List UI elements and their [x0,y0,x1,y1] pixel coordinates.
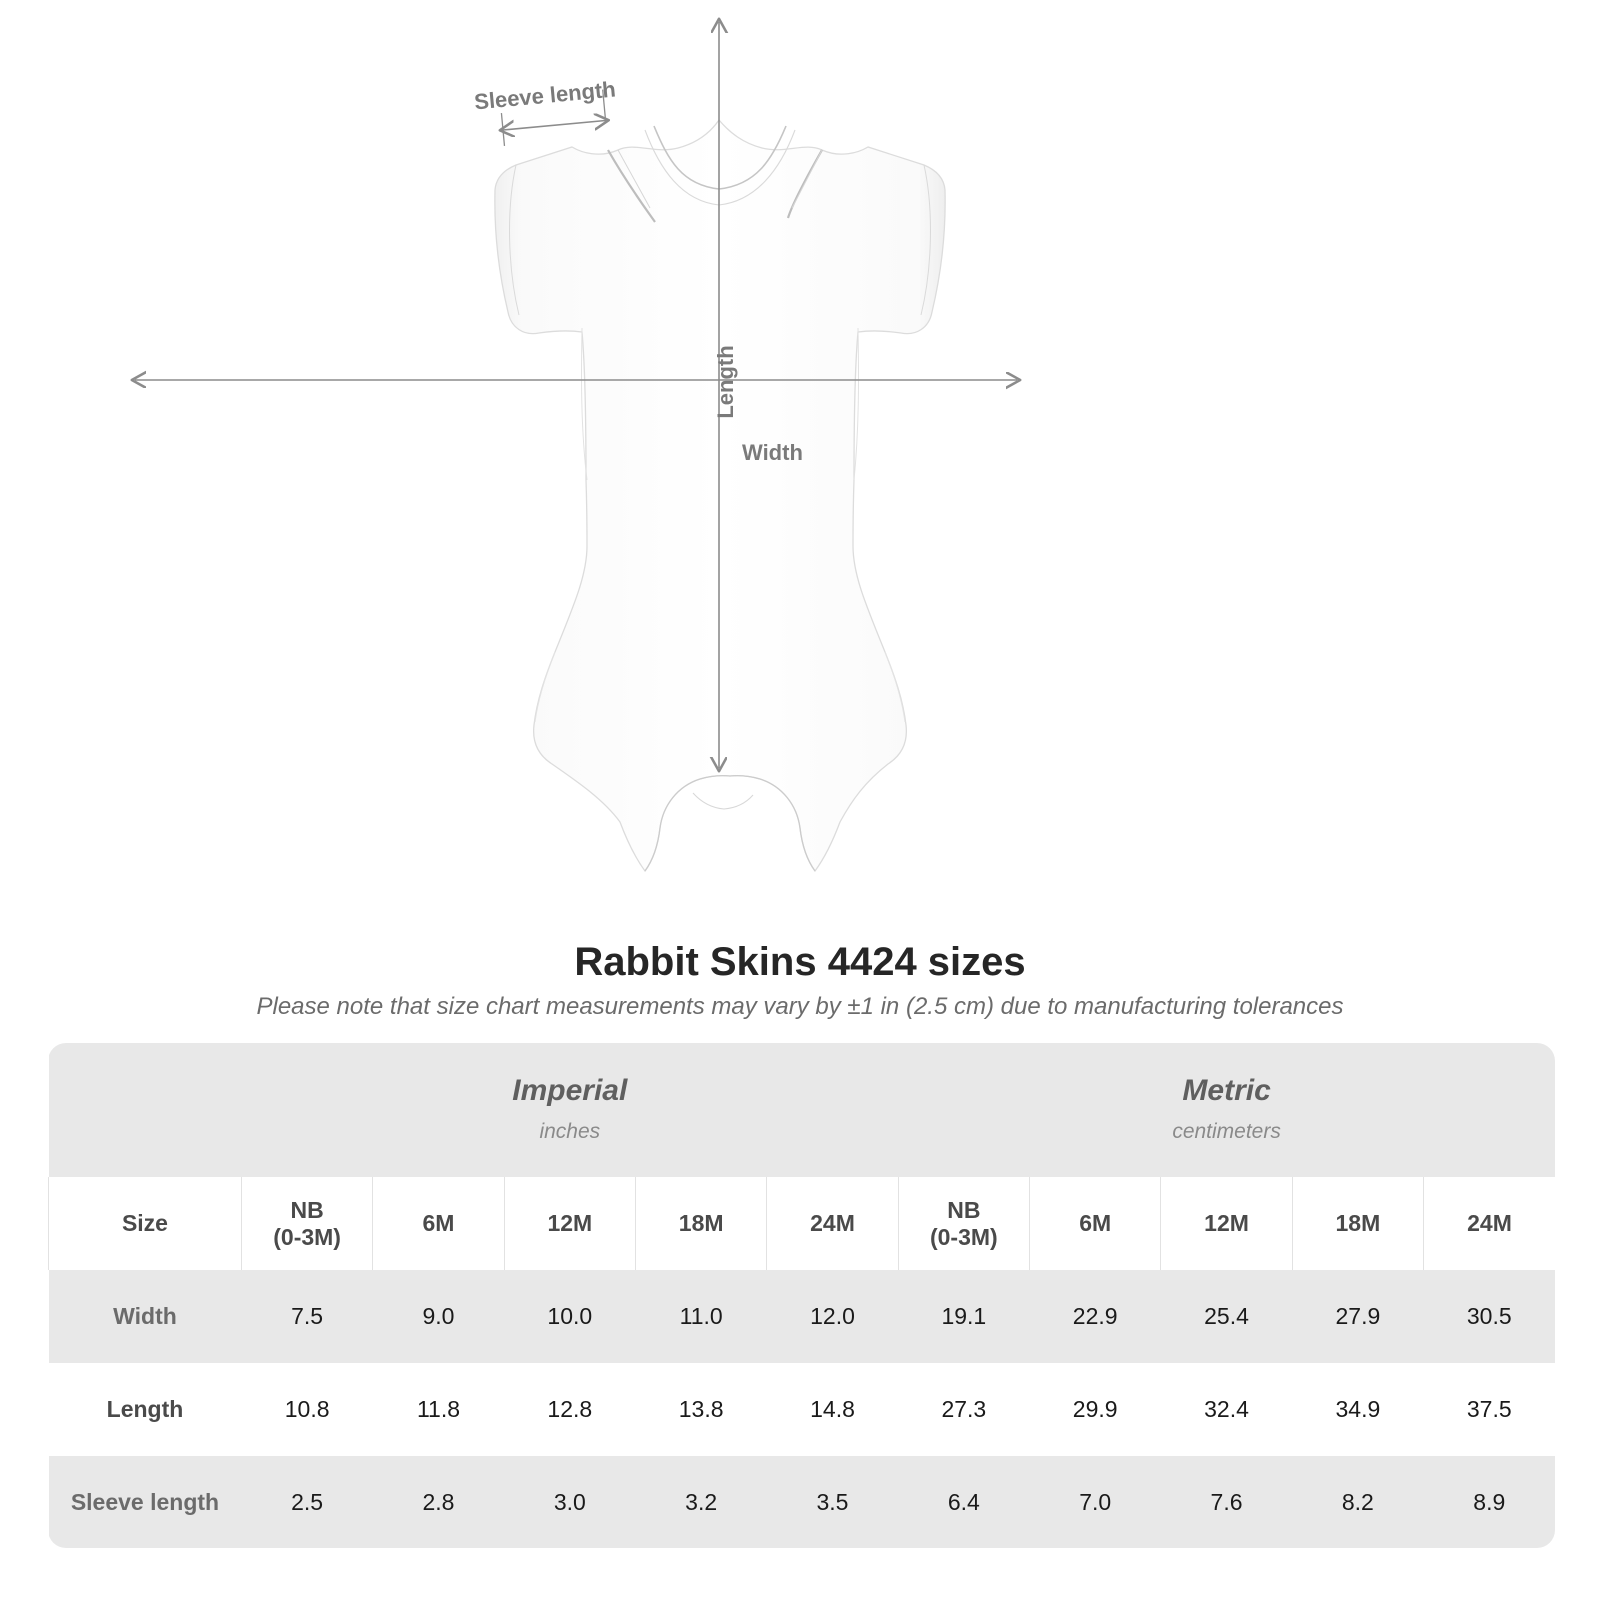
svg-text:Width: Width [742,440,803,465]
svg-text:Sleeve length: Sleeve length [473,76,617,114]
svg-text:Length: Length [713,345,738,418]
